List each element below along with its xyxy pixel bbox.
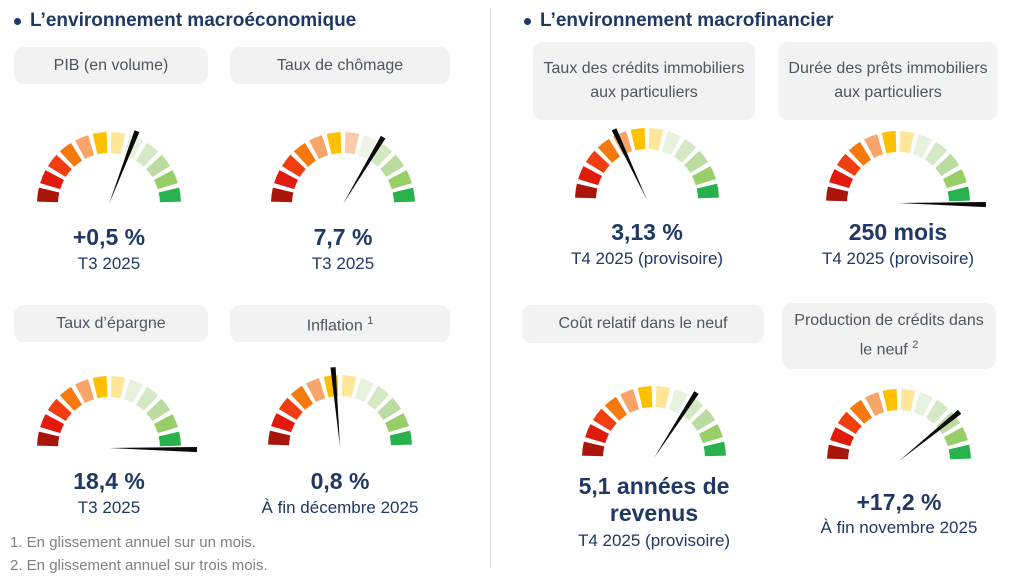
indicator-label: Coût relatif dans le neuf (558, 315, 728, 332)
section-title-text: L’environnement macrofinancier (540, 10, 834, 31)
footnote-marker: 2 (912, 339, 919, 352)
indicator-period: T3 2025 (77, 254, 141, 273)
gauge-needle (330, 367, 340, 447)
gauge-chart-chomage (271, 132, 415, 204)
gauge-chart-inflation (268, 367, 412, 447)
indicator-label: Taux des crédits immobiliers aux particu… (543, 60, 745, 101)
indicator-label: Production de crédits dans le neuf (794, 312, 984, 359)
footnote-1: 1. En glissement annuel sur un mois. (10, 534, 256, 551)
indicator-value: +0,5 % (72, 224, 146, 250)
footnote-marker: 1 (367, 314, 374, 327)
indicator-label-pill-production-credits: Production de crédits dans le neuf 2 (782, 303, 996, 369)
section-title-text: L’environnement macroéconomique (30, 10, 357, 31)
indicator-period: T4 2025 (provisoire) (821, 249, 975, 268)
gauge-needle (343, 135, 386, 204)
gauge-needle (109, 130, 140, 204)
indicator-value: 250 mois (848, 219, 948, 245)
gauge-needle (899, 409, 962, 461)
indicator-label-pill-chomage: Taux de chômage (230, 47, 450, 84)
indicator-period: T3 2025 (77, 498, 141, 517)
gauge-chart-production-credits (827, 389, 971, 461)
indicator-value: 3,13 % (611, 219, 683, 245)
gauge-needle (109, 446, 198, 453)
section-title-macroeconomique: L’environnement macroéconomique (14, 10, 356, 32)
indicator-label-pill-inflation: Inflation 1 (230, 305, 450, 342)
indicator-value: 18,4 % (73, 468, 145, 494)
indicator-label: Taux de chômage (276, 56, 404, 74)
gauge-chart-pib (37, 130, 181, 204)
gauge-needle (898, 201, 987, 208)
indicator-value: 7,7 % (313, 224, 373, 250)
indicator-label-pill-cout-relatif: Coût relatif dans le neuf (522, 305, 764, 343)
gauge-chart-epargne (37, 376, 198, 453)
gauge-chart-cout-relatif (582, 386, 726, 458)
indicator-period: À fin décembre 2025 (261, 498, 419, 517)
footnote-2: 2. En glissement annuel sur trois mois. (10, 557, 268, 574)
indicator-label-pill-duree-prets: Durée des prêts immobiliers aux particul… (778, 42, 998, 120)
gauge-chart-duree-prets (826, 131, 987, 208)
indicator-label: Durée des prêts immobiliers aux particul… (788, 60, 988, 101)
bullet-icon (524, 17, 531, 25)
indicator-label: Taux d’épargne (56, 314, 166, 332)
gauge-needle (611, 128, 647, 200)
gauge-needle (654, 391, 699, 458)
indicator-label-pill-pib: PIB (en volume) (14, 47, 208, 84)
indicator-value: 0,8 % (310, 468, 370, 494)
indicator-label-pill-epargne: Taux d’épargne (14, 305, 208, 342)
indicator-value: 5,1 années de revenus (578, 473, 730, 526)
bullet-icon (14, 17, 21, 25)
indicator-label: PIB (en volume) (53, 56, 169, 74)
section-title-macrofinancier: L’environnement macrofinancier (524, 10, 834, 32)
indicator-period: T4 2025 (provisoire) (570, 249, 724, 268)
column-divider (490, 8, 491, 568)
indicator-label: Inflation (306, 317, 363, 335)
indicator-period: À fin novembre 2025 (820, 518, 978, 537)
indicator-value: +17,2 % (856, 489, 942, 515)
gauge-chart-taux-credits (575, 128, 719, 200)
indicator-label-pill-taux-credits: Taux des crédits immobiliers aux particu… (533, 42, 755, 120)
indicator-period: T3 2025 (311, 254, 375, 273)
indicator-period: T4 2025 (provisoire) (577, 531, 731, 550)
